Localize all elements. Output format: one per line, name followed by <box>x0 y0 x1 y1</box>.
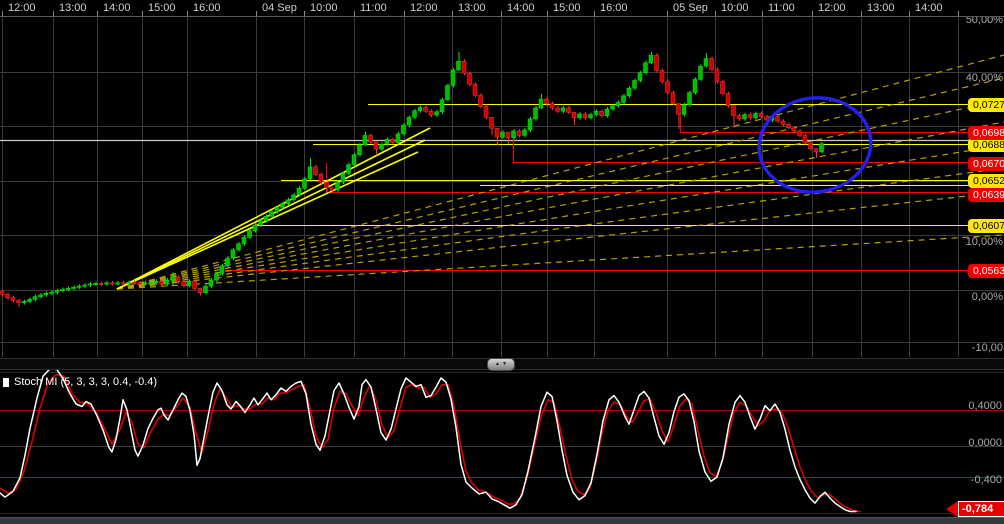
axis-tick <box>501 11 502 16</box>
axis-tick <box>762 11 763 16</box>
price-badge-0_0639: 0,0639 <box>968 188 1004 202</box>
trendline-fan <box>116 54 1004 290</box>
time-label: 13:00 <box>458 2 486 14</box>
time-label: 12:00 <box>8 2 36 14</box>
price-badge-0_0698: 0,0698 <box>968 126 1004 140</box>
level-lines <box>225 104 1004 271</box>
time-label: 15:00 <box>148 2 176 14</box>
current-value-flag: -0,784 <box>946 500 1004 517</box>
time-label: 11:00 <box>360 2 387 14</box>
axis-tick <box>2 11 3 16</box>
axis-tick <box>187 11 188 16</box>
price-badge-0_0688: 0,0688 <box>968 138 1004 152</box>
axis-tick <box>667 11 668 16</box>
time-label: 10:00 <box>310 2 338 14</box>
annotation-ellipse[interactable] <box>753 91 877 200</box>
time-label: 13:00 <box>867 2 895 14</box>
indicator-color-swatch-icon <box>3 377 9 387</box>
stoch-curves <box>0 367 861 513</box>
price-badge-0_0607: 0,0607 <box>968 219 1004 233</box>
axis-tick <box>53 11 54 16</box>
splitter-collapse-button[interactable]: ▲ ▼ <box>487 358 515 371</box>
axis-tick <box>909 11 910 16</box>
time-label: 10:00 <box>721 2 749 14</box>
percent-label: 40,00% <box>965 72 1003 84</box>
time-label: 14:00 <box>507 2 535 14</box>
indicator-axis-label: 0,0000 <box>968 437 1002 449</box>
time-label: 12:00 <box>818 2 846 14</box>
time-label: 04 Sep <box>262 2 297 14</box>
axis-tick <box>354 11 355 16</box>
time-label: 05 Sep <box>673 2 708 14</box>
indicator-legend[interactable]: Stoch MI (5, 3, 3, 3, 0.4, -0.4) <box>3 376 157 388</box>
time-axis[interactable]: 12:00 13:00 14:00 15:00 16:00 04 Sep 10:00 11:0… <box>0 0 1004 17</box>
flag-arrow-icon <box>946 500 958 517</box>
axis-tick <box>97 11 98 16</box>
percent-label: -10,00 <box>971 342 1003 354</box>
arrow-up-icon: ▲ <box>495 361 500 367</box>
candlesticks <box>0 51 824 308</box>
indicator-axis-label: -0,400 <box>970 474 1002 486</box>
time-label: 11:00 <box>768 2 795 14</box>
time-label: 13:00 <box>59 2 87 14</box>
indicator-axis-label: 0,4000 <box>968 400 1002 412</box>
price-badge-0_0727: 0,0727 <box>968 98 1004 112</box>
axis-tick <box>715 11 716 16</box>
price-badge-0_0670: 0,0670 <box>968 157 1004 171</box>
arrow-down-icon: ▼ <box>502 361 507 367</box>
time-label: 14:00 <box>915 2 943 14</box>
axis-tick <box>256 11 257 16</box>
percent-label: 10,00% <box>965 236 1003 248</box>
price-badge-0_0563: 0,0563 <box>968 264 1004 278</box>
time-label: 16:00 <box>193 2 221 14</box>
flag-value: -0,784 <box>958 500 1004 517</box>
price-badge-0_0652: 0,0652 <box>968 174 1004 188</box>
time-label: 16:00 <box>600 2 628 14</box>
time-label: 14:00 <box>103 2 131 14</box>
percent-label: 0,00% <box>971 291 1003 303</box>
time-label: 12:00 <box>410 2 438 14</box>
time-label: 15:00 <box>553 2 581 14</box>
gridlines <box>0 14 1004 514</box>
axis-tick <box>142 11 143 16</box>
axis-tick <box>547 11 548 16</box>
axis-tick <box>404 11 405 16</box>
indicator-title: Stoch MI (5, 3, 3, 3, 0.4, -0.4) <box>14 376 158 388</box>
axis-tick <box>861 11 862 16</box>
bottom-scrollbar[interactable] <box>0 517 1004 524</box>
axis-tick <box>812 11 813 16</box>
axis-tick <box>594 11 595 16</box>
axis-tick <box>958 11 959 16</box>
axis-tick <box>304 11 305 16</box>
percent-label: 50,00% <box>965 14 1003 26</box>
panel-splitter[interactable]: ▲ ▼ <box>0 358 1004 371</box>
axis-tick <box>452 11 453 16</box>
